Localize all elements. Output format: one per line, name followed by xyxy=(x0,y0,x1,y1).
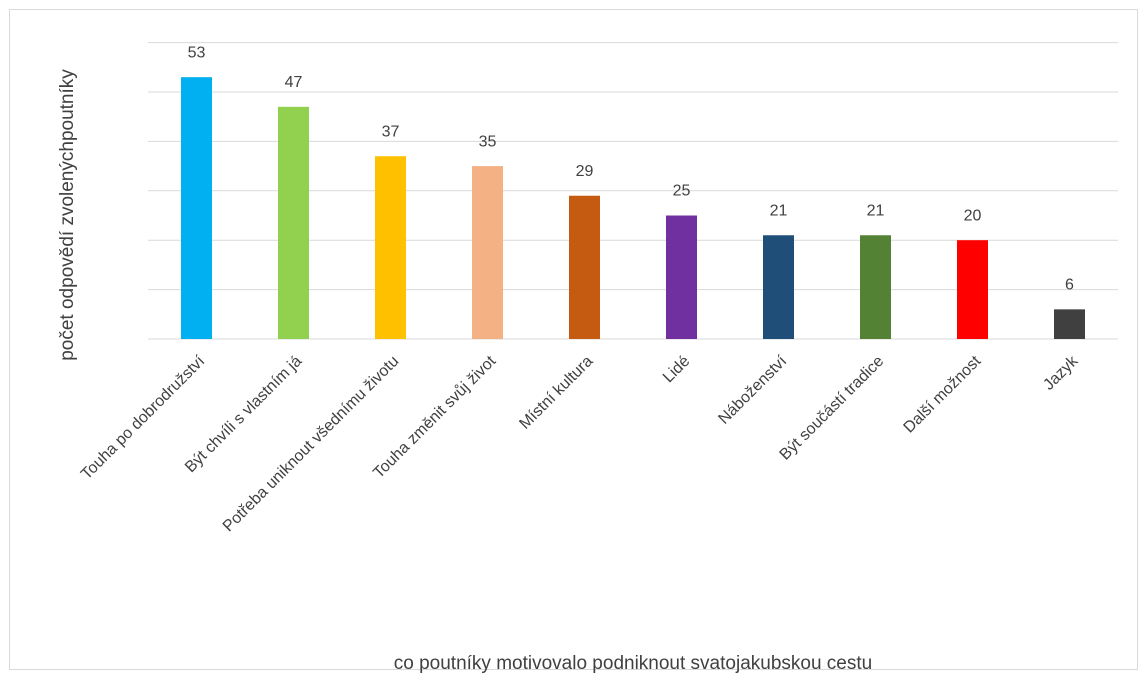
bar xyxy=(763,235,794,339)
data-label: 47 xyxy=(285,74,303,91)
y-axis-title: počet odpovědí zvolenýchpoutníky xyxy=(57,69,78,361)
data-label: 37 xyxy=(382,123,400,140)
bar xyxy=(375,156,406,339)
data-label: 53 xyxy=(188,44,206,61)
bar xyxy=(278,106,309,339)
bar xyxy=(666,215,697,339)
bar xyxy=(957,240,988,339)
data-label: 21 xyxy=(867,202,885,219)
data-label: 25 xyxy=(673,183,691,200)
bar xyxy=(472,166,503,339)
data-label: 20 xyxy=(964,207,982,224)
data-label: 29 xyxy=(576,163,594,180)
x-axis-title: co poutníky motivovalo podniknout svatoj… xyxy=(394,653,872,674)
bar xyxy=(569,195,600,339)
data-label: 6 xyxy=(1065,277,1074,294)
bar xyxy=(181,77,212,340)
bar xyxy=(860,235,891,339)
data-label: 35 xyxy=(479,133,497,150)
data-label: 21 xyxy=(770,202,788,219)
bar xyxy=(1054,309,1085,339)
